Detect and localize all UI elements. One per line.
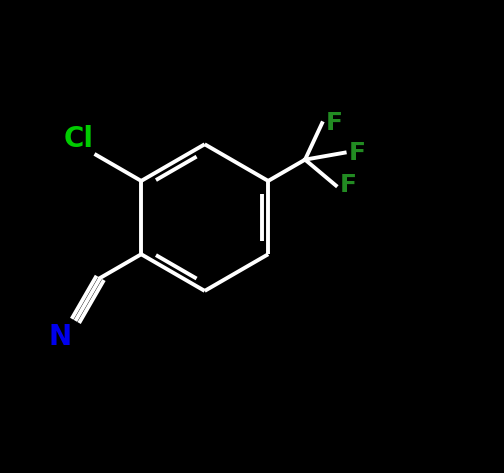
Text: N: N (48, 323, 72, 351)
Text: F: F (326, 111, 343, 135)
Text: Cl: Cl (64, 124, 94, 152)
Text: F: F (348, 140, 365, 165)
Text: F: F (340, 174, 357, 198)
